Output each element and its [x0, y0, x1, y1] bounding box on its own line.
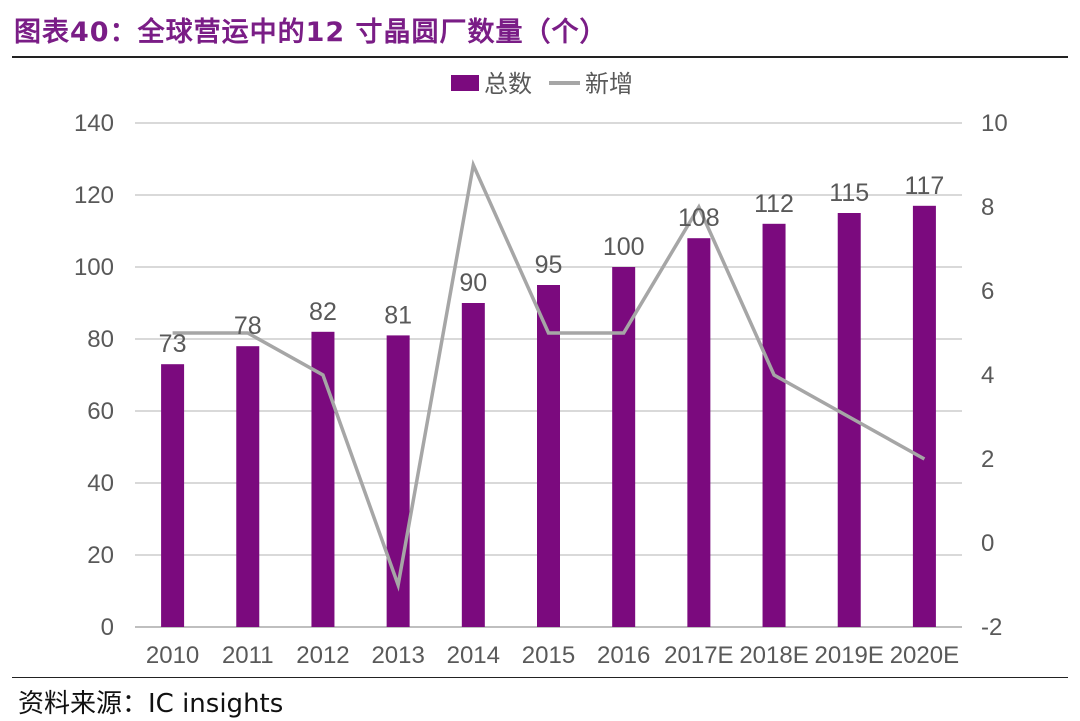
bar-2011: [236, 346, 260, 627]
data-label-2012: 82: [309, 298, 337, 326]
bar-2018E: [762, 223, 786, 628]
right-tick-label: 2: [981, 446, 994, 473]
data-label-2020E: 117: [904, 172, 944, 200]
left-tick-label: 60: [87, 398, 114, 425]
data-label-2018E: 112: [754, 190, 794, 218]
title-rule: [12, 56, 1068, 58]
x-tick-label: 2014: [447, 642, 500, 669]
legend-label-new: 新增: [585, 70, 633, 98]
data-label-2015: 95: [535, 251, 563, 279]
x-tick-label: 2020E: [890, 642, 959, 669]
line-series-new: [172, 159, 926, 592]
data-label-2014: 90: [459, 269, 487, 297]
right-tick-label: -2: [981, 614, 1002, 641]
bar-2014: [461, 303, 485, 627]
x-tick-label: 2011: [222, 642, 274, 669]
x-tick-label: 2012: [296, 642, 349, 669]
bar-2015: [537, 285, 560, 627]
y-axis-right: -2 0 2 4 6 8 10: [981, 110, 1008, 641]
left-tick-label: 20: [87, 542, 114, 569]
left-tick-label: 80: [87, 326, 114, 353]
x-tick-label: 2015: [522, 642, 575, 669]
left-tick-label: 40: [87, 470, 114, 497]
x-axis: 2010 2011 2012 2013 2014 2015 2016 2017E 2018E 20…: [146, 642, 959, 669]
x-tick-label: 2017E: [664, 642, 733, 669]
data-label-2017E: 108: [678, 204, 720, 232]
x-tick-label: 2016: [597, 642, 650, 669]
bar-2017E: [687, 238, 711, 627]
right-tick-label: 0: [981, 530, 994, 557]
bar-2020E: [912, 205, 936, 628]
gridlines: [135, 122, 962, 628]
x-tick-label: 2019E: [815, 642, 884, 669]
data-label-2016: 100: [603, 233, 645, 261]
bar-series-total: [161, 205, 936, 628]
left-tick-label: 100: [74, 254, 114, 281]
bar-2016: [612, 267, 636, 627]
y-axis-left: 0 20 40 60 80 100 120 140: [74, 110, 114, 641]
data-label-2011: 78: [234, 312, 262, 340]
legend-swatch-total: [451, 75, 479, 91]
chart-title: 图表40：全球营运中的12 寸晶圆厂数量（个）: [14, 17, 608, 48]
x-tick-label: 2010: [146, 642, 199, 669]
data-labels: 73 78 82 81 90 95 100 108 112 115 117: [159, 172, 945, 358]
x-tick-label: 2018E: [739, 642, 808, 669]
left-tick-label: 120: [74, 182, 114, 209]
left-tick-label: 0: [101, 614, 114, 641]
bar-2012: [311, 331, 335, 627]
right-tick-label: 10: [981, 110, 1008, 137]
bar-2019E: [837, 213, 861, 627]
legend-label-total: 总数: [484, 70, 532, 98]
data-label-2010: 73: [159, 330, 187, 358]
right-tick-label: 6: [981, 278, 994, 305]
source-rule: [12, 677, 1068, 678]
chart-legend: 总数 新增: [451, 70, 633, 98]
source-note: 资料来源：IC insights: [18, 689, 284, 719]
left-tick-label: 140: [74, 110, 114, 137]
x-tick-label: 2013: [371, 642, 424, 669]
bar-2010: [161, 364, 185, 627]
right-tick-label: 8: [981, 194, 994, 221]
right-tick-label: 4: [981, 362, 994, 389]
data-label-2013: 81: [384, 301, 412, 329]
data-label-2019E: 115: [829, 179, 869, 207]
